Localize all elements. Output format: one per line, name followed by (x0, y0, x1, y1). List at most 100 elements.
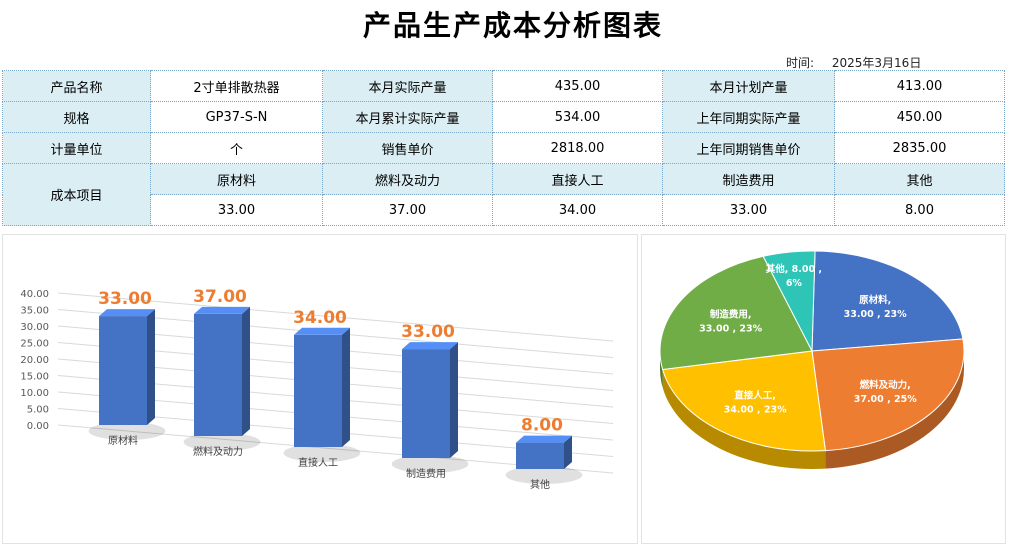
cost-header-other: 其他 (834, 163, 1005, 195)
sale-price-value[interactable]: 2818.00 (492, 132, 663, 164)
date-value: 2025年3月16日 (831, 56, 922, 70)
pie-chart: 原材料, 33.00 , 23% 燃料及动力, 37.00 , 25% 直接人工, 34.… (659, 250, 965, 469)
bar-data-label: 8.00 (521, 416, 563, 436)
pie-chart-panel[interactable]: 原材料, 33.00 , 23% 燃料及动力, 37.00 , 25% 直接人工, 34.… (641, 234, 1006, 544)
pie-data-label: 原材料, (859, 294, 891, 306)
cost-header-direct-labor: 直接人工 (492, 163, 663, 195)
x-tick-label: 制造费用 (406, 467, 446, 480)
pie-data-label: 直接人工, (734, 389, 776, 401)
bar-top (402, 342, 458, 350)
pie-slice-side (662, 369, 826, 469)
unit-value[interactable]: 个 (150, 132, 323, 164)
table-row: 33.00 37.00 34.00 33.00 8.00 (3, 194, 1005, 226)
planned-output-label: 本月计划产量 (662, 70, 835, 102)
pie-slice[interactable] (811, 250, 964, 352)
table-row: 成本项目 原材料 燃料及动力 直接人工 制造费用 其他 (2, 163, 1005, 226)
y-tick-label: 0.00 (27, 421, 49, 432)
actual-output-label: 本月实际产量 (322, 70, 493, 102)
cost-item-label: 成本项目 (2, 163, 151, 226)
pie-slice[interactable] (762, 250, 816, 353)
cost-header-fuel-power: 燃料及动力 (322, 163, 493, 195)
bar-shadow (391, 455, 469, 473)
x-tick-label: 原材料 (108, 434, 138, 447)
y-tick-label: 30.00 (20, 322, 49, 333)
cumulative-output-value[interactable]: 534.00 (492, 101, 663, 133)
bar-top (516, 435, 572, 443)
pie-slice-side (660, 351, 663, 388)
pie-data-label: 制造费用, (710, 309, 752, 321)
bar-front[interactable] (294, 334, 342, 447)
spec-value[interactable]: GP37-S-N (150, 101, 323, 133)
pie-data-label: 34.00 , 23% (724, 404, 787, 415)
bar-side (342, 327, 350, 447)
last-year-price-value[interactable]: 2835.00 (834, 132, 1005, 164)
cost-value-direct-labor[interactable]: 34.00 (492, 194, 663, 226)
unit-label: 计量单位 (2, 132, 151, 164)
pie-slice[interactable] (659, 255, 813, 371)
product-name-value[interactable]: 2寸单排散热器 (150, 70, 323, 102)
y-tick-label: 15.00 (20, 372, 49, 383)
spec-label: 规格 (2, 101, 151, 133)
y-tick-label: 40.00 (20, 289, 49, 300)
bar-chart-panel[interactable]: 0.00 5.00 10.00 15.00 20.00 25.00 30.00 35.00 40… (2, 234, 638, 544)
y-tick-label: 20.00 (20, 355, 49, 366)
date-label: 时间: (786, 56, 815, 70)
pie-slice[interactable] (661, 350, 826, 452)
y-tick-label: 10.00 (20, 388, 49, 399)
bar-shadow (183, 433, 261, 451)
cumulative-output-label: 本月累计实际产量 (322, 101, 493, 133)
pie-slice-side (825, 351, 964, 469)
bar-front[interactable] (194, 313, 242, 436)
product-name-label: 产品名称 (2, 70, 151, 102)
x-tick-label: 直接人工 (298, 456, 338, 469)
bar-front[interactable] (402, 349, 450, 458)
cost-value-manufacturing[interactable]: 33.00 (662, 194, 835, 226)
bar-shadow (88, 422, 166, 440)
bar-shadow (505, 466, 583, 484)
pie-data-label: 33.00 , 23% (844, 309, 907, 320)
cost-value-other[interactable]: 8.00 (834, 194, 1005, 226)
x-tick-label: 其他 (530, 478, 550, 491)
bar-side (450, 342, 458, 458)
cost-value-fuel-power[interactable]: 37.00 (322, 194, 493, 226)
bar-data-label: 33.00 (98, 289, 152, 309)
last-year-output-value[interactable]: 450.00 (834, 101, 1005, 133)
y-tick-label: 5.00 (27, 405, 49, 416)
table-row: 计量单位 个 销售单价 2818.00 上年同期销售单价 2835.00 (2, 132, 1005, 164)
bar-front[interactable] (516, 442, 564, 469)
product-info-table: 产品名称 2寸单排散热器 本月实际产量 435.00 本月计划产量 413.00… (2, 70, 1005, 226)
x-tick-label: 燃料及动力 (193, 445, 243, 458)
cost-header-manufacturing: 制造费用 (662, 163, 835, 195)
bar-data-label: 34.00 (293, 308, 347, 328)
gridline (57, 292, 614, 342)
bar-chart: 0.00 5.00 10.00 15.00 20.00 25.00 30.00 35.00 40… (20, 287, 614, 491)
pie-data-label: 6% (786, 278, 803, 289)
planned-output-value[interactable]: 413.00 (834, 70, 1005, 102)
bar-top (99, 309, 155, 317)
y-tick-label: 25.00 (20, 339, 49, 350)
bar-data-label: 37.00 (193, 287, 247, 307)
page-title: 产品生产成本分析图表 (362, 9, 663, 42)
bar-top (294, 327, 350, 335)
bar-side (564, 435, 572, 469)
bar-top (194, 306, 250, 314)
pie-data-label: 33.00 , 23% (699, 324, 762, 335)
cost-value-raw-material[interactable]: 33.00 (150, 194, 323, 226)
bar-front[interactable] (99, 316, 147, 425)
bar-side (242, 306, 250, 436)
bar-data-label: 33.00 (401, 322, 455, 342)
sale-price-label: 销售单价 (322, 132, 493, 164)
table-row: 产品名称 2寸单排散热器 本月实际产量 435.00 本月计划产量 413.00 (2, 70, 1005, 102)
pie-data-label: 燃料及动力, (860, 379, 911, 391)
bar-side (147, 309, 155, 425)
date-row: 时间: 2025年3月16日 (786, 54, 921, 71)
pie-slice[interactable] (811, 338, 965, 452)
bar-shadow (283, 444, 361, 462)
last-year-output-label: 上年同期实际产量 (662, 101, 835, 133)
last-year-price-label: 上年同期销售单价 (662, 132, 835, 164)
cost-header-raw-material: 原材料 (150, 163, 323, 195)
pie-data-label: 其他, 8.00 , (766, 263, 822, 275)
table-row: 规格 GP37-S-N 本月累计实际产量 534.00 上年同期实际产量 450… (2, 101, 1005, 133)
actual-output-value[interactable]: 435.00 (492, 70, 663, 102)
pie-data-label: 37.00 , 25% (854, 394, 917, 405)
